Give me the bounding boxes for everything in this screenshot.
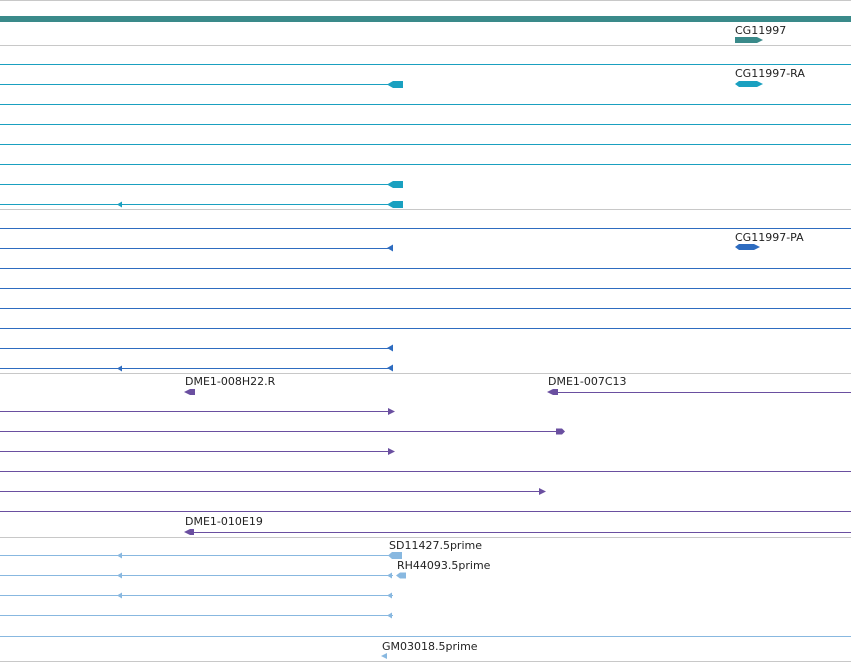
transcript-arrow-small[interactable] (117, 201, 122, 208)
transcript-label[interactable]: CG11997-RA (735, 67, 805, 80)
gene-track: CG11997 (0, 16, 851, 43)
transcript-feature-glyph[interactable] (735, 81, 763, 87)
est-arrow-small[interactable] (381, 653, 387, 659)
clone-arrow-right[interactable] (388, 448, 395, 455)
clone-arrow-right[interactable] (556, 428, 565, 435)
transcript-arrow-left[interactable] (387, 81, 403, 88)
protein-track: CG11997-PA (0, 228, 851, 372)
est-label[interactable]: RH44093.5prime (397, 559, 491, 572)
est-arrow-small[interactable] (117, 592, 122, 599)
transcript-arrow-left[interactable] (387, 201, 403, 208)
est-arrow-small[interactable] (387, 592, 392, 599)
clone-feature-glyph[interactable] (184, 529, 194, 535)
clone-track: DME1-008H22.R DME1-007C13 DME1-010E19 (0, 375, 851, 535)
transcript-arrow-left[interactable] (387, 181, 403, 188)
clone-feature-glyph[interactable] (547, 389, 558, 395)
clone-arrow-right[interactable] (388, 408, 395, 415)
protein-label[interactable]: CG11997-PA (735, 231, 804, 244)
est-label[interactable]: GM03018.5prime (382, 640, 478, 653)
est-feature-glyph[interactable] (388, 552, 402, 559)
gene-feature-glyph[interactable] (735, 37, 763, 43)
protein-arrow-small[interactable] (387, 344, 393, 352)
est-feature-glyph[interactable] (396, 572, 406, 579)
clone-feature-glyph[interactable] (184, 389, 195, 395)
protein-feature-glyph[interactable] (735, 244, 760, 250)
transcript-track: CG11997-RA (0, 64, 851, 208)
est-track: SD11427.5prime RH44093.5prime GM03018.5p… (0, 539, 851, 659)
est-arrow-small[interactable] (387, 612, 392, 619)
gene-span-bar[interactable] (0, 16, 851, 22)
clone-label[interactable]: DME1-010E19 (185, 515, 263, 528)
est-arrow-small[interactable] (117, 572, 122, 579)
est-arrow-small[interactable] (387, 572, 392, 579)
clone-label[interactable]: DME1-008H22.R (185, 375, 276, 388)
est-label[interactable]: SD11427.5prime (389, 539, 482, 552)
protein-arrow-small[interactable] (117, 365, 122, 372)
clone-arrow-right[interactable] (539, 488, 546, 495)
protein-arrow-small[interactable] (387, 244, 393, 252)
clone-label[interactable]: DME1-007C13 (548, 375, 627, 388)
gene-label[interactable]: CG11997 (735, 24, 786, 37)
protein-arrow-small[interactable] (387, 364, 393, 372)
est-arrow-small[interactable] (117, 552, 122, 559)
